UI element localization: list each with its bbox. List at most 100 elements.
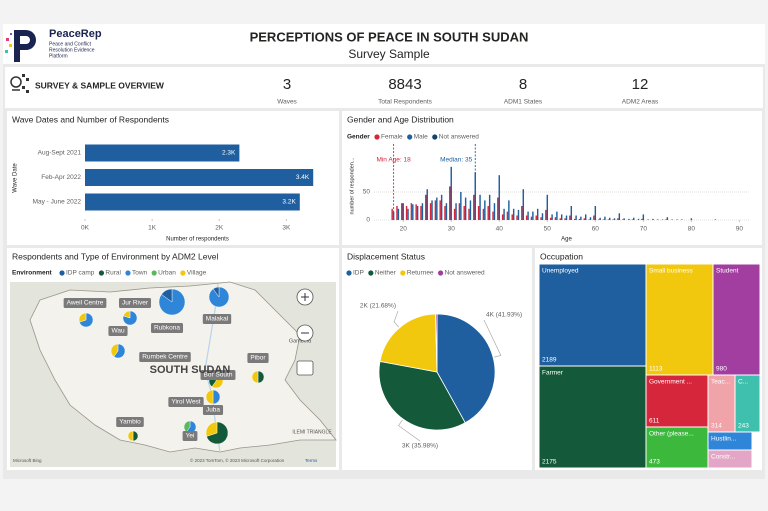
- x-axis-label: Age: [561, 237, 572, 243]
- cell-label: Hustlin...: [711, 436, 736, 443]
- place-label: Bor South: [204, 372, 233, 379]
- column: [522, 189, 524, 220]
- column: [573, 218, 576, 220]
- y-tick-label: 0: [366, 217, 370, 224]
- column: [431, 200, 433, 220]
- overview-band: [5, 67, 763, 108]
- column: [633, 217, 635, 220]
- kpi-value: 8843: [388, 76, 421, 93]
- column: [521, 206, 523, 220]
- select-button[interactable]: [296, 360, 314, 376]
- map-pie-slice: [205, 421, 218, 437]
- column: [527, 211, 529, 220]
- place-label-box: [200, 370, 236, 380]
- legend-title: Gender: [347, 134, 370, 141]
- x-tick-label: 30: [448, 226, 456, 233]
- legend-swatch: [374, 134, 380, 140]
- column: [482, 208, 485, 220]
- treemap-cell: [538, 263, 647, 367]
- column: [440, 194, 443, 220]
- column: [714, 219, 717, 220]
- cell-label: Student: [716, 268, 739, 275]
- column: [464, 197, 467, 220]
- treemap-cell: [707, 374, 736, 433]
- column: [580, 216, 582, 220]
- logo-mark: [14, 30, 36, 62]
- place-label: Juba: [206, 407, 220, 414]
- column: [637, 218, 640, 220]
- chart-title: Occupation: [540, 251, 583, 261]
- column: [599, 217, 601, 220]
- chart-title: Displacement Status: [347, 251, 425, 261]
- x-tick-label: 80: [688, 226, 696, 233]
- region-label: ILEMI TRIANGLE: [292, 429, 332, 435]
- pie-slice: [378, 360, 466, 431]
- place-label: Wau: [111, 328, 125, 335]
- x-tick-label: 0K: [81, 225, 90, 232]
- column: [493, 203, 496, 220]
- place-label-box: [108, 326, 128, 336]
- legend-swatch: [180, 270, 186, 276]
- value-label: 3K (35.98%): [402, 443, 438, 450]
- column: [549, 217, 552, 220]
- column: [508, 200, 510, 220]
- value-label: 3.2K: [282, 199, 296, 206]
- column: [554, 217, 557, 220]
- column: [410, 203, 413, 220]
- cell-label: Small business: [649, 268, 693, 275]
- column: [402, 203, 404, 220]
- column: [631, 219, 634, 220]
- column: [479, 194, 481, 220]
- column: [512, 208, 515, 220]
- y-tick-label: Aug-Sept 2021: [38, 150, 82, 157]
- pie-slice: [436, 313, 496, 424]
- column: [517, 209, 520, 220]
- logo-text: PeaceRep: [49, 28, 102, 40]
- treemap-cell: [707, 449, 753, 469]
- column: [617, 218, 619, 220]
- column: [405, 206, 408, 220]
- column: [589, 217, 592, 220]
- column: [391, 208, 393, 220]
- y-axis-label: Wave Date: [13, 163, 19, 193]
- column: [676, 219, 678, 220]
- column: [556, 211, 558, 220]
- column: [469, 200, 472, 220]
- place-label: Jur River: [122, 300, 149, 307]
- column: [690, 218, 693, 220]
- column: [609, 217, 611, 220]
- legend-swatch: [432, 134, 438, 140]
- cell-label: Unemployed: [542, 268, 579, 275]
- legend-label: Female: [381, 134, 403, 141]
- column: [506, 211, 509, 220]
- column: [597, 219, 600, 220]
- column: [426, 189, 428, 220]
- column: [445, 203, 448, 220]
- column: [415, 204, 417, 220]
- legend-swatch: [151, 270, 157, 276]
- legend-label: Rural: [105, 270, 121, 277]
- x-tick-label: 70: [640, 226, 648, 233]
- x-tick-label: 1K: [148, 225, 157, 232]
- place-label-box: [116, 417, 144, 427]
- logo-dot: [5, 50, 8, 53]
- region-label: Gambela: [289, 338, 312, 344]
- map-attribution: Terms: [305, 458, 318, 463]
- column: [583, 218, 585, 220]
- column: [665, 219, 667, 220]
- column: [449, 186, 451, 220]
- column: [647, 219, 649, 220]
- column: [407, 208, 409, 220]
- legend-label: Returnee: [407, 270, 434, 277]
- column: [450, 166, 452, 220]
- x-tick-label: 2K: [215, 225, 224, 232]
- place-label: Aweil Centre: [67, 300, 104, 307]
- y-tick-label: Feb-Apr 2022: [41, 174, 81, 181]
- column: [559, 218, 561, 220]
- x-tick-label: 40: [496, 226, 504, 233]
- column: [628, 218, 630, 220]
- column: [497, 197, 499, 220]
- column: [666, 217, 669, 220]
- place-label-box: [182, 431, 198, 441]
- value-label: 2.3K: [222, 150, 236, 157]
